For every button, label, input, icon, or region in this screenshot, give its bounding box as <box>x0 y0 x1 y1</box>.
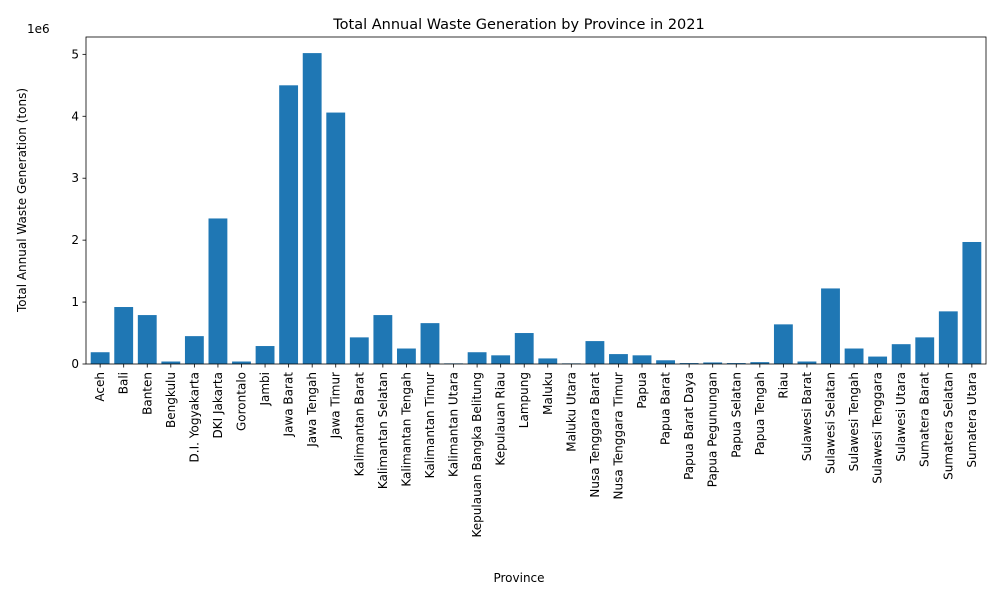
bar <box>656 360 676 364</box>
x-tick-label: Sulawesi Barat <box>800 372 814 461</box>
y-tick-label: 1 <box>71 295 79 309</box>
y-tick-label: 0 <box>71 357 79 371</box>
x-tick-label: Nusa Tenggara Barat <box>588 372 602 498</box>
x-tick-label: Sulawesi Selatan <box>824 372 838 474</box>
bar <box>491 355 511 364</box>
bar <box>844 348 864 364</box>
x-tick-label: Jawa Tengah <box>305 372 319 448</box>
bar <box>514 333 534 364</box>
bar <box>868 356 888 364</box>
x-tick-label: Jawa Barat <box>282 372 296 438</box>
bar <box>137 315 157 364</box>
x-tick-label: Gorontalo <box>235 372 249 431</box>
bar <box>349 337 369 364</box>
chart-title: Total Annual Waste Generation by Provinc… <box>332 17 704 33</box>
x-tick-label: Sumatera Selatan <box>941 372 955 480</box>
bar <box>750 362 770 364</box>
x-tick-label: Maluku <box>541 372 555 415</box>
bar <box>255 346 275 364</box>
x-tick-label: Aceh <box>93 372 107 402</box>
y-axis: 0 1 2 3 4 5 <box>71 47 86 371</box>
x-tick-label: Sumatera Utara <box>965 372 979 468</box>
bar <box>915 337 935 364</box>
bar <box>703 362 723 364</box>
x-tick-label: Kepulauan Riau <box>494 372 508 466</box>
bar <box>821 288 840 364</box>
x-tick-label: Sulawesi Utara <box>894 372 908 462</box>
bar <box>962 241 982 364</box>
bar <box>90 352 110 364</box>
bar <box>208 218 228 364</box>
bar <box>538 358 558 364</box>
bar <box>279 85 299 364</box>
bar <box>302 53 322 364</box>
bar <box>420 323 440 365</box>
x-tick-label: Nusa Tenggara Timur <box>611 372 625 500</box>
x-tick-label: Sulawesi Tengah <box>847 372 861 471</box>
y-tick-label: 2 <box>71 233 79 247</box>
bar <box>797 361 817 364</box>
y-axis-label: Total Annual Waste Generation (tons) <box>15 88 29 313</box>
y-tick-label: 5 <box>71 47 79 61</box>
y-tick-label: 4 <box>71 109 79 123</box>
x-tick-label: D.I. Yogyakarta <box>187 372 201 462</box>
x-tick-label: Lampung <box>517 372 531 428</box>
bar <box>467 352 487 364</box>
x-tick-label: Papua Barat Daya <box>682 372 696 480</box>
bar <box>726 363 746 364</box>
bars-group <box>90 53 982 365</box>
bar <box>326 112 346 364</box>
bar <box>396 348 416 364</box>
plot-frame <box>85 36 987 365</box>
x-tick-label: DKI Jakarta <box>211 372 225 438</box>
bar <box>679 363 699 364</box>
bar <box>373 315 393 364</box>
bar <box>161 361 181 364</box>
x-tick-label: Kalimantan Barat <box>352 372 366 477</box>
bar <box>114 307 134 364</box>
x-tick-label: Papua <box>635 372 649 409</box>
x-tick-label: Sumatera Barat <box>918 372 932 467</box>
bar <box>632 355 652 364</box>
x-tick-label: Kalimantan Selatan <box>376 372 390 489</box>
y-tick-label: 3 <box>71 171 79 185</box>
x-tick-label: Kepulauan Bangka Belitung <box>470 372 484 537</box>
bar <box>609 354 628 364</box>
bar <box>891 344 911 364</box>
x-tick-label: Kalimantan Timur <box>423 372 437 478</box>
x-tick-label: Kalimantan Utara <box>447 372 461 477</box>
bar <box>773 324 793 364</box>
bar <box>184 336 204 364</box>
x-axis: Aceh Bali Banten Bengkulu D.I. Yogyakarta DKI… <box>93 364 979 537</box>
x-tick-label: Bali <box>117 372 131 394</box>
x-tick-label: Papua Tengah <box>753 372 767 455</box>
y-offset-label: 1e6 <box>27 22 50 36</box>
x-tick-label: Riau <box>776 372 790 399</box>
x-tick-label: Kalimantan Tengah <box>399 372 413 487</box>
x-tick-label: Jawa Timur <box>329 372 343 439</box>
x-tick-label: Papua Barat <box>659 372 673 445</box>
bar <box>938 311 958 364</box>
x-axis-label: Province <box>493 571 544 585</box>
x-tick-label: Jambi <box>258 372 272 407</box>
bar <box>585 341 605 364</box>
x-tick-label: Bengkulu <box>164 372 178 428</box>
x-tick-label: Papua Pegunungan <box>706 372 720 487</box>
x-tick-label: Sulawesi Tenggara <box>871 372 885 484</box>
x-tick-label: Maluku Utara <box>564 372 578 452</box>
x-tick-label: Banten <box>140 372 154 415</box>
bar <box>232 361 251 364</box>
x-tick-label: Papua Selatan <box>729 372 743 458</box>
